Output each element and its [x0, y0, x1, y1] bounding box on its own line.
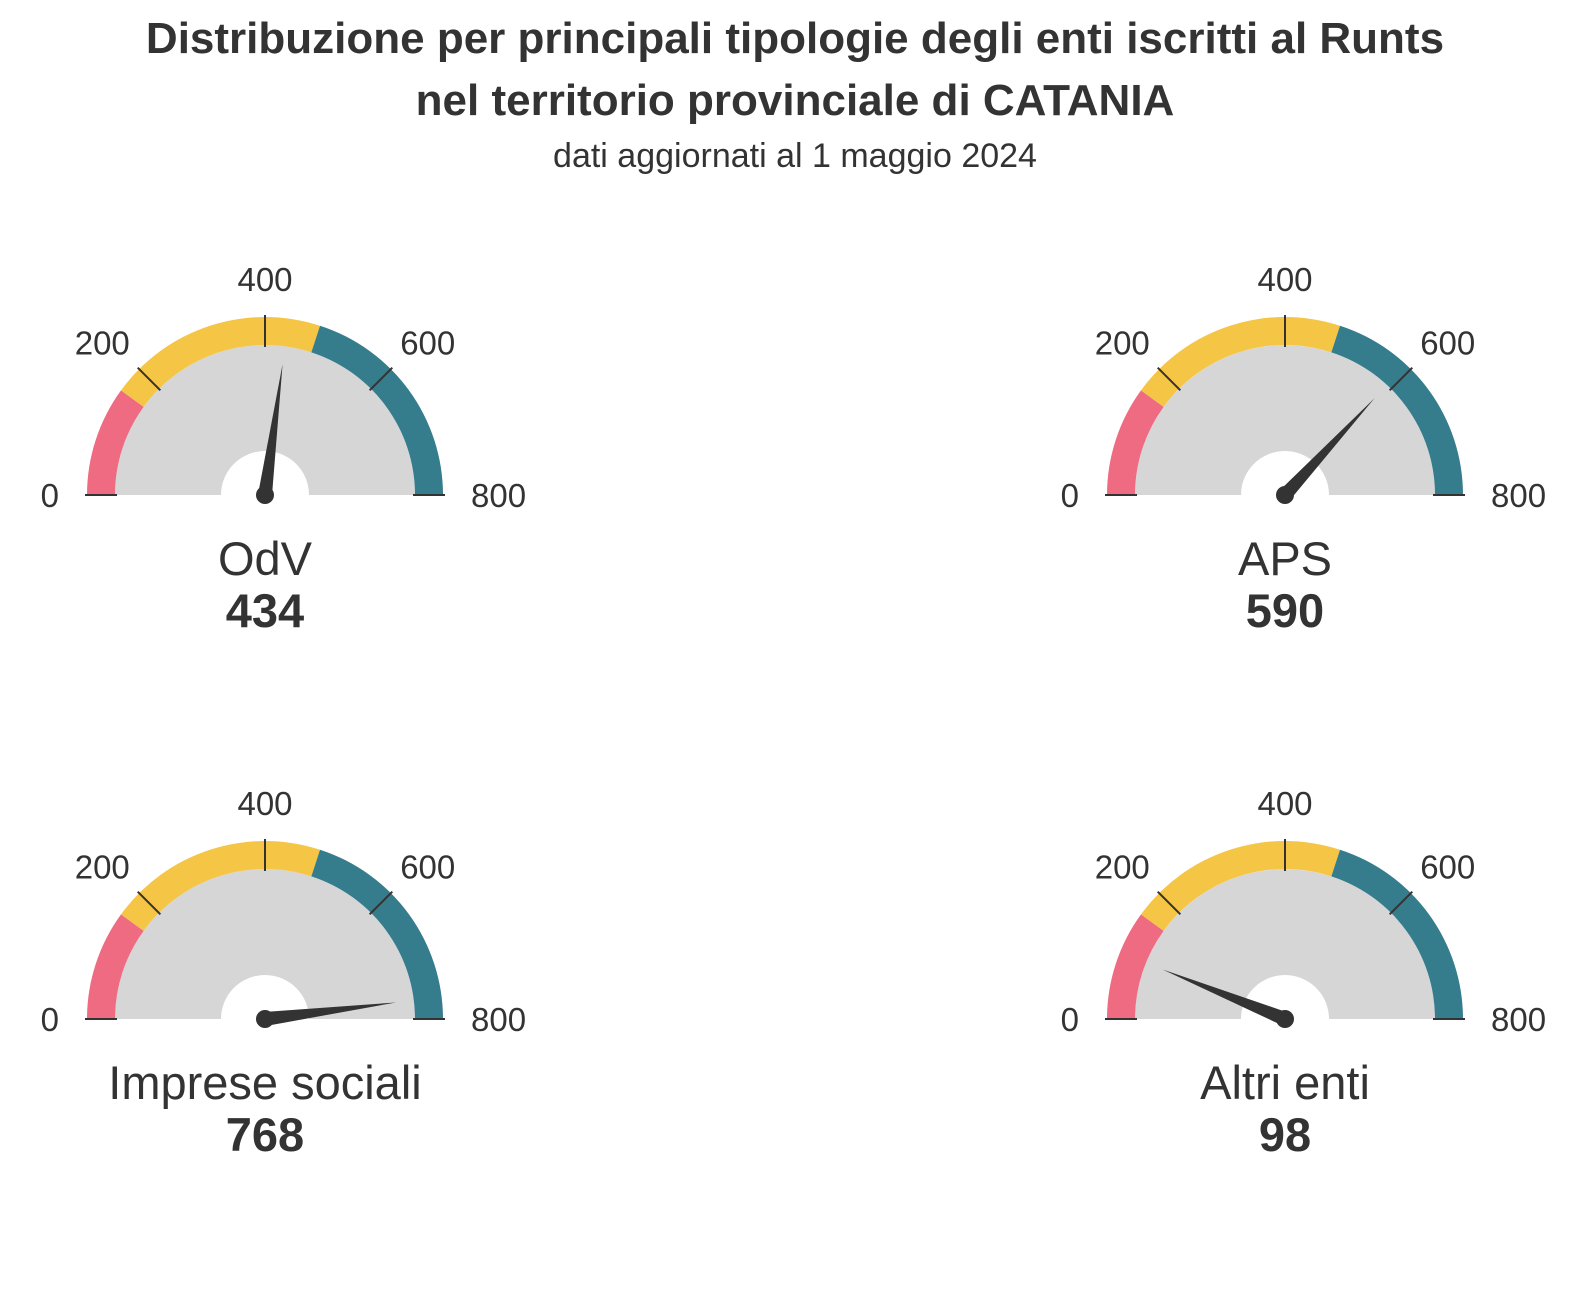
gauge-tick-label: 0	[41, 477, 59, 514]
chart-title: Distribuzione per principali tipologie d…	[0, 8, 1590, 132]
gauge-tick	[137, 891, 162, 916]
gauge-track	[115, 345, 415, 495]
chart-subtitle: dati aggiornati al 1 maggio 2024	[553, 137, 1037, 175]
gauge-tick	[368, 367, 393, 392]
chart-header: Distribuzione per principali tipologie d…	[0, 0, 1590, 178]
gauge-band-2	[1331, 849, 1463, 1019]
gauge-needle	[258, 364, 283, 496]
gauge-band-2	[311, 325, 443, 495]
gauge-tick-label: 0	[1061, 1001, 1079, 1038]
gauge-label: OdV	[218, 532, 313, 585]
gauge-tick-label: 200	[75, 324, 130, 361]
gauge-track	[115, 869, 415, 1019]
gauge-value: 434	[226, 584, 304, 637]
gauge-band-2	[311, 849, 443, 1019]
gauge-track	[1135, 869, 1435, 1019]
gauge-tick-label: 400	[237, 261, 292, 298]
gauge-needle	[264, 1002, 396, 1026]
gauge-tick-label: 0	[1061, 477, 1079, 514]
gauge-value: 590	[1246, 584, 1324, 637]
gauge-tick	[1388, 891, 1413, 916]
gauge-label: APS	[1238, 532, 1332, 585]
gauge-label: Imprese sociali	[108, 1056, 421, 1109]
gauge-band-0	[87, 914, 144, 1019]
gauge-tick-label: 400	[1257, 785, 1312, 822]
gauge-tick-label: 400	[237, 785, 292, 822]
gauge-band-1	[1140, 841, 1341, 931]
gauge-tick-label: 800	[1491, 477, 1546, 514]
gauge-band-2	[1331, 325, 1463, 495]
gauge-band-0	[1107, 390, 1164, 495]
gauge-tick-label: 600	[400, 324, 455, 361]
chart-title-line-2: nel territorio provinciale di CATANIA	[415, 76, 1175, 125]
gauge-tick-label: 600	[1420, 848, 1475, 885]
gauge-needle-pivot	[1276, 486, 1294, 504]
gauge-tick	[1157, 891, 1182, 916]
gauge-band-1	[1140, 317, 1341, 407]
gauge-tick-label: 800	[471, 1001, 526, 1038]
gauge-tick-label: 400	[1257, 261, 1312, 298]
gauge-tick-label: 200	[75, 848, 130, 885]
gauge-band-1	[120, 841, 321, 931]
gauge-needle-pivot	[256, 1010, 274, 1028]
gauge-band-0	[1107, 914, 1164, 1019]
gauge-tick	[137, 367, 162, 392]
gauge-tick-label: 0	[41, 1001, 59, 1038]
gauge-tick	[1388, 367, 1413, 392]
gauge-tick-label: 800	[471, 477, 526, 514]
gauge-needle-pivot	[1276, 1010, 1294, 1028]
gauge-track	[1135, 345, 1435, 495]
gauge-label: Altri enti	[1200, 1056, 1370, 1109]
gauge-band-1	[120, 317, 321, 407]
gauge-value: 98	[1259, 1108, 1311, 1161]
gauge-needle	[1279, 398, 1375, 500]
gauge-value: 768	[226, 1108, 304, 1161]
gauge-tick	[1157, 367, 1182, 392]
chart-title-line-1: Distribuzione per principali tipologie d…	[145, 14, 1445, 63]
gauge-tick-label: 600	[1420, 324, 1475, 361]
gauge-tick-label: 200	[1095, 324, 1150, 361]
gauge-tick-label: 200	[1095, 848, 1150, 885]
gauge-needle	[1162, 969, 1288, 1026]
gauge-tick-label: 600	[400, 848, 455, 885]
gauge-needle-pivot	[256, 486, 274, 504]
gauge-tick-label: 800	[1491, 1001, 1546, 1038]
gauge-tick	[368, 891, 393, 916]
gauge-band-0	[87, 390, 144, 495]
